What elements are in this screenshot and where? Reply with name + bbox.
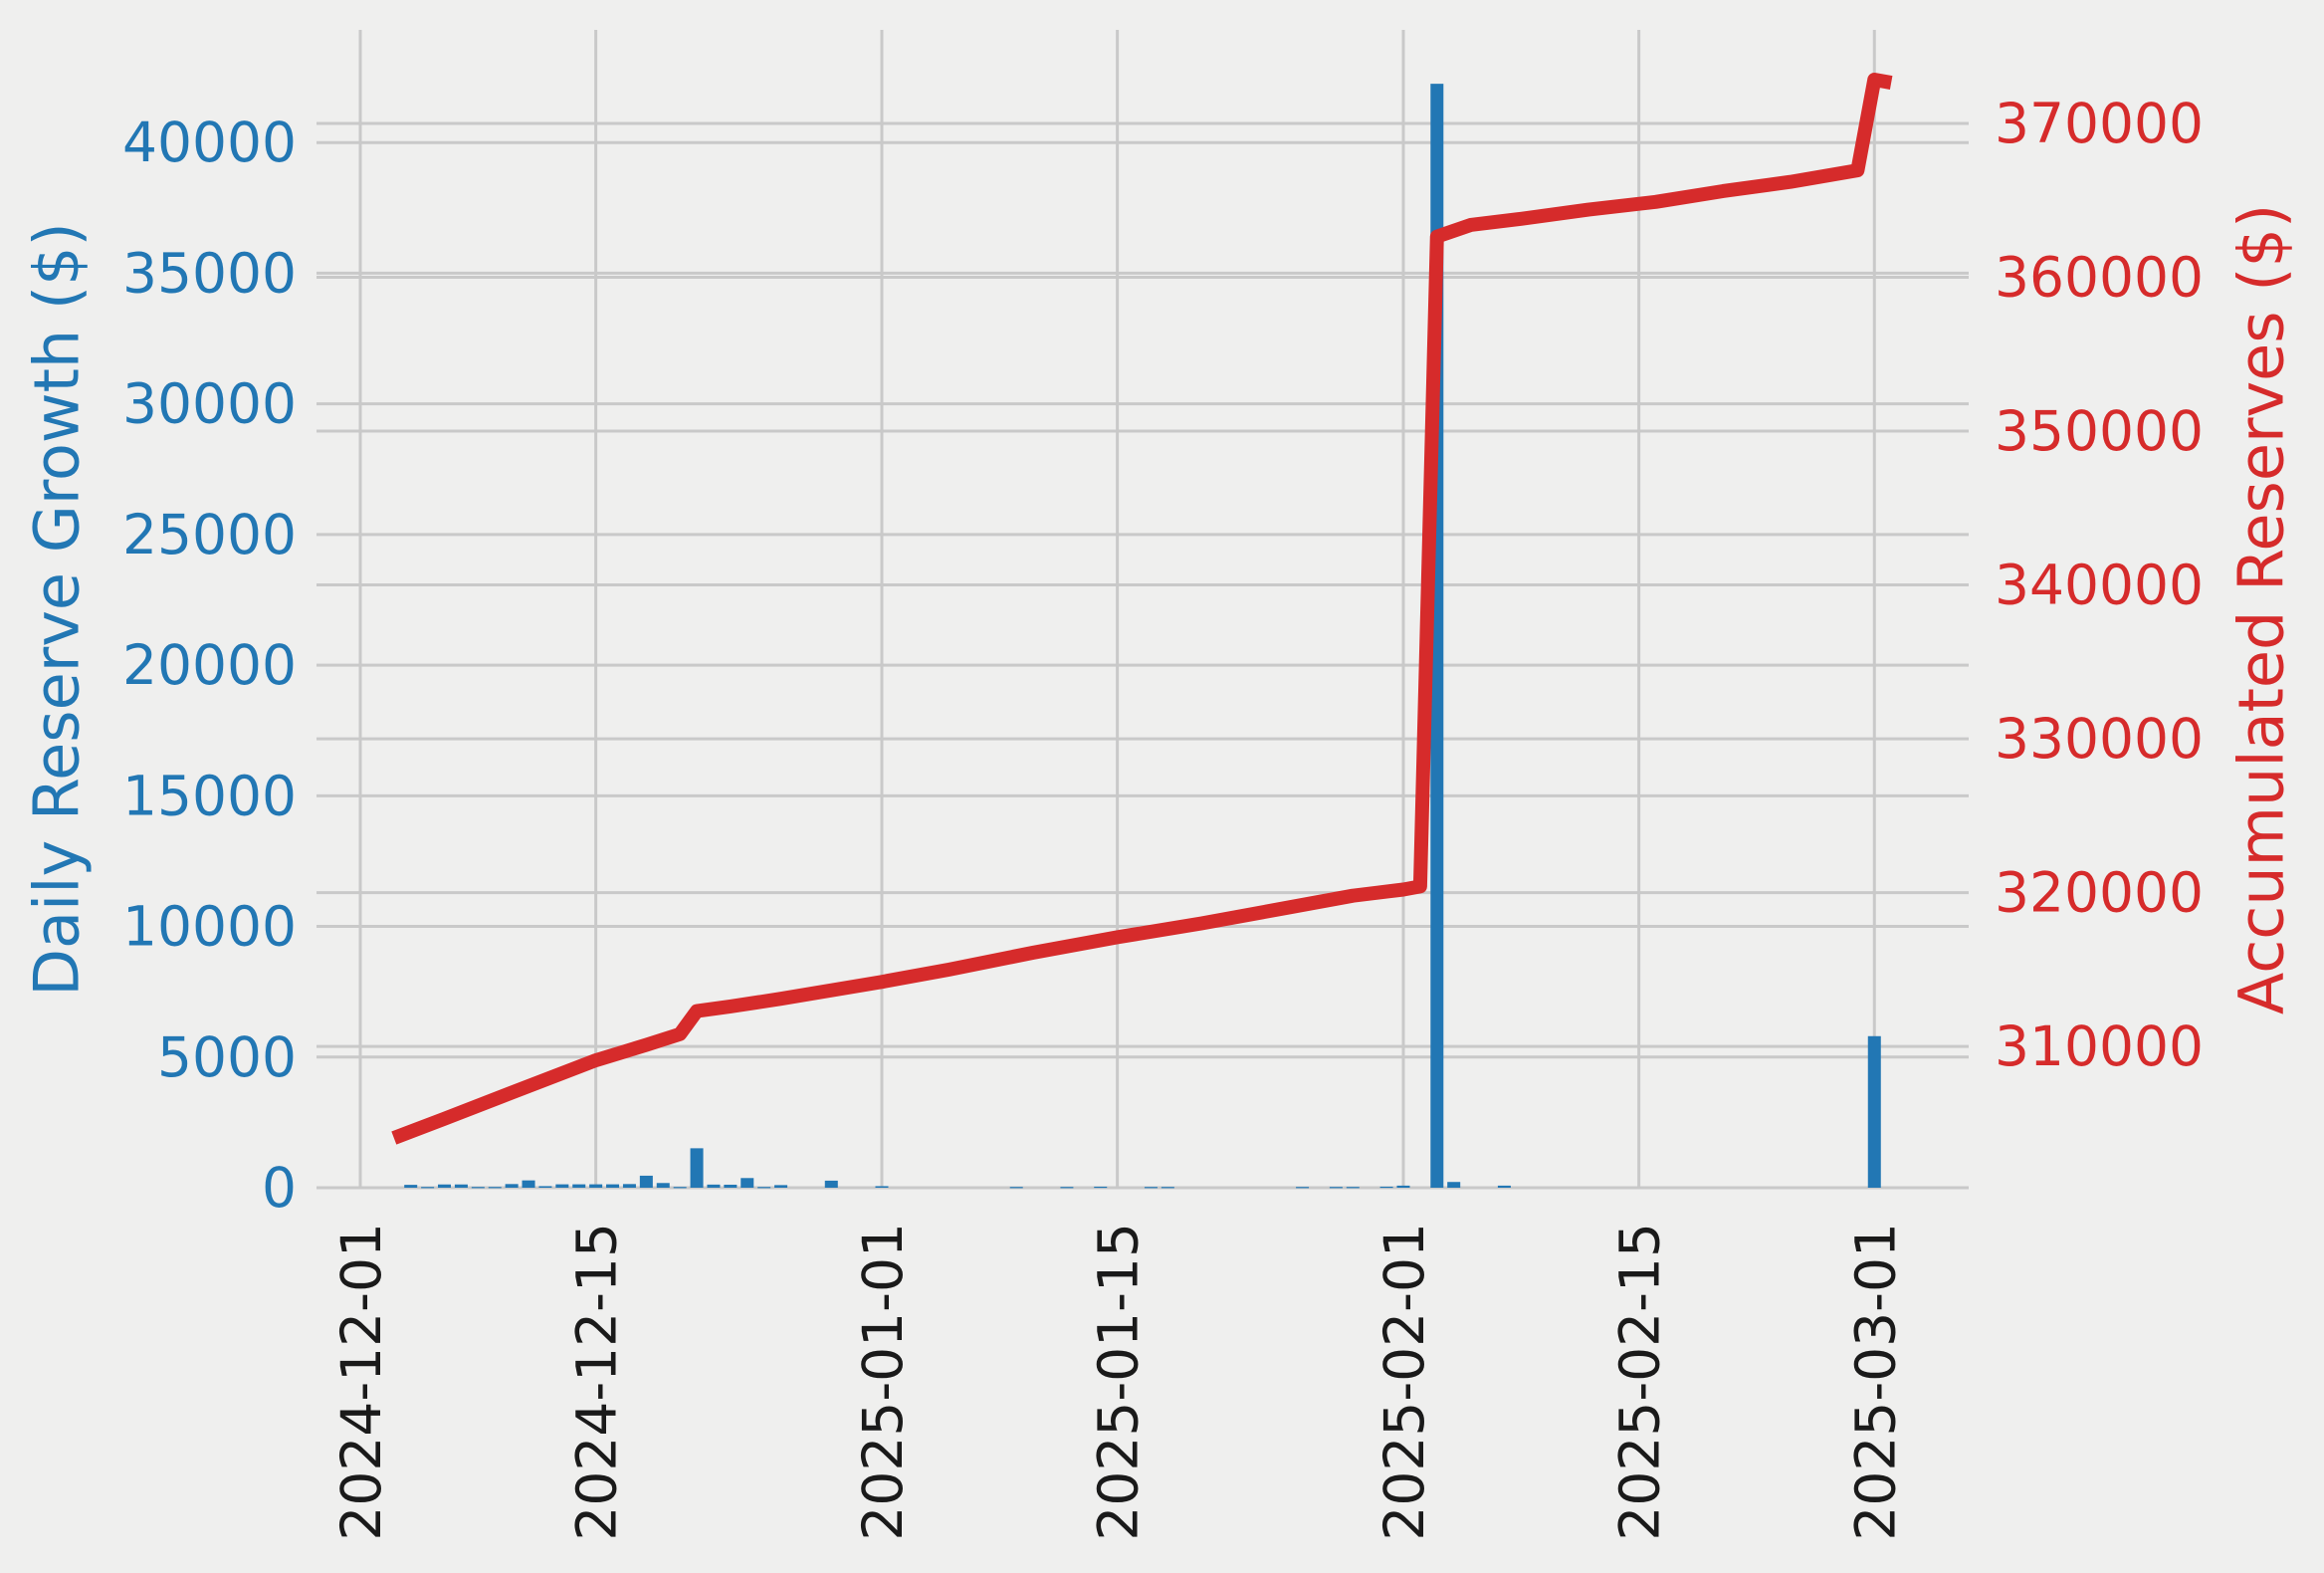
daily-growth-bar <box>438 1184 452 1188</box>
daily-growth-bar <box>673 1187 687 1189</box>
daily-growth-bar <box>740 1178 754 1188</box>
accumulated-reserves-line <box>391 72 1893 1145</box>
daily-growth-bar <box>1867 1035 1881 1188</box>
daily-growth-bar <box>824 1180 838 1188</box>
daily-growth-bar <box>1296 1187 1310 1189</box>
daily-growth-bar <box>1144 1187 1158 1189</box>
left-tick-label: 35000 <box>122 241 297 305</box>
right-tick-label: 370000 <box>1995 92 2204 155</box>
daily-growth-bar <box>774 1185 788 1188</box>
daily-growth-bar <box>1161 1187 1174 1189</box>
daily-growth-bar <box>555 1184 569 1188</box>
daily-growth-bar <box>724 1184 738 1188</box>
daily-growth-bar <box>538 1186 552 1188</box>
x-tick-label: 2024-12-15 <box>565 1223 629 1541</box>
daily-growth-bar <box>1346 1187 1360 1189</box>
daily-growth-bar <box>589 1184 603 1188</box>
x-tick-label: 2025-01-15 <box>1087 1223 1151 1541</box>
daily-growth-bar <box>1396 1185 1410 1188</box>
daily-growth-bar <box>522 1180 535 1188</box>
left-tick-label: 25000 <box>122 503 297 566</box>
daily-growth-bar <box>471 1187 485 1189</box>
left-tick-label: 40000 <box>122 111 297 174</box>
daily-growth-bar <box>1447 1182 1461 1188</box>
daily-growth-bar <box>505 1184 519 1188</box>
right-tick-label: 310000 <box>1995 1014 2204 1078</box>
left-tick-label: 15000 <box>122 764 297 827</box>
daily-growth-bar <box>639 1175 653 1188</box>
left-axis-title: Daily Reserve Growth ($) <box>20 222 94 997</box>
daily-growth-bar <box>875 1186 889 1188</box>
left-tick-label: 0 <box>262 1156 297 1220</box>
daily-growth-bar <box>1379 1186 1393 1189</box>
daily-growth-bar <box>1009 1187 1023 1189</box>
daily-growth-bar <box>690 1148 704 1188</box>
x-tick-label: 2025-02-15 <box>1608 1223 1672 1541</box>
daily-growth-bar <box>454 1184 468 1188</box>
daily-growth-bar <box>421 1187 435 1189</box>
right-tick-label: 330000 <box>1995 707 2204 771</box>
x-tick-label: 2025-03-01 <box>1843 1223 1907 1541</box>
daily-growth-bar <box>404 1185 418 1188</box>
left-tick-label: 20000 <box>122 633 297 697</box>
daily-growth-bar <box>488 1187 502 1189</box>
x-tick-label: 2025-01-01 <box>851 1223 915 1541</box>
daily-growth-bar <box>572 1184 586 1188</box>
left-tick-label: 5000 <box>157 1025 297 1089</box>
daily-growth-bar <box>622 1184 636 1188</box>
left-tick-label: 30000 <box>122 372 297 436</box>
right-tick-label: 320000 <box>1995 861 2204 925</box>
daily-growth-bar <box>707 1184 721 1188</box>
right-tick-label: 360000 <box>1995 246 2204 310</box>
daily-growth-bar <box>757 1187 771 1189</box>
daily-growth-bar <box>656 1183 670 1188</box>
right-tick-label: 350000 <box>1995 399 2204 463</box>
daily-growth-bar <box>1060 1187 1074 1189</box>
right-axis-title: Accumulated Reserves ($) <box>2224 203 2298 1015</box>
x-tick-label: 2024-12-01 <box>329 1223 393 1541</box>
right-tick-label: 340000 <box>1995 554 2204 617</box>
daily-growth-bar <box>1329 1187 1343 1189</box>
left-tick-label: 10000 <box>122 895 297 959</box>
daily-growth-bar <box>1094 1186 1108 1189</box>
daily-growth-bar <box>1497 1185 1511 1188</box>
daily-growth-bar <box>606 1184 620 1188</box>
x-tick-label: 2025-02-01 <box>1373 1223 1436 1541</box>
